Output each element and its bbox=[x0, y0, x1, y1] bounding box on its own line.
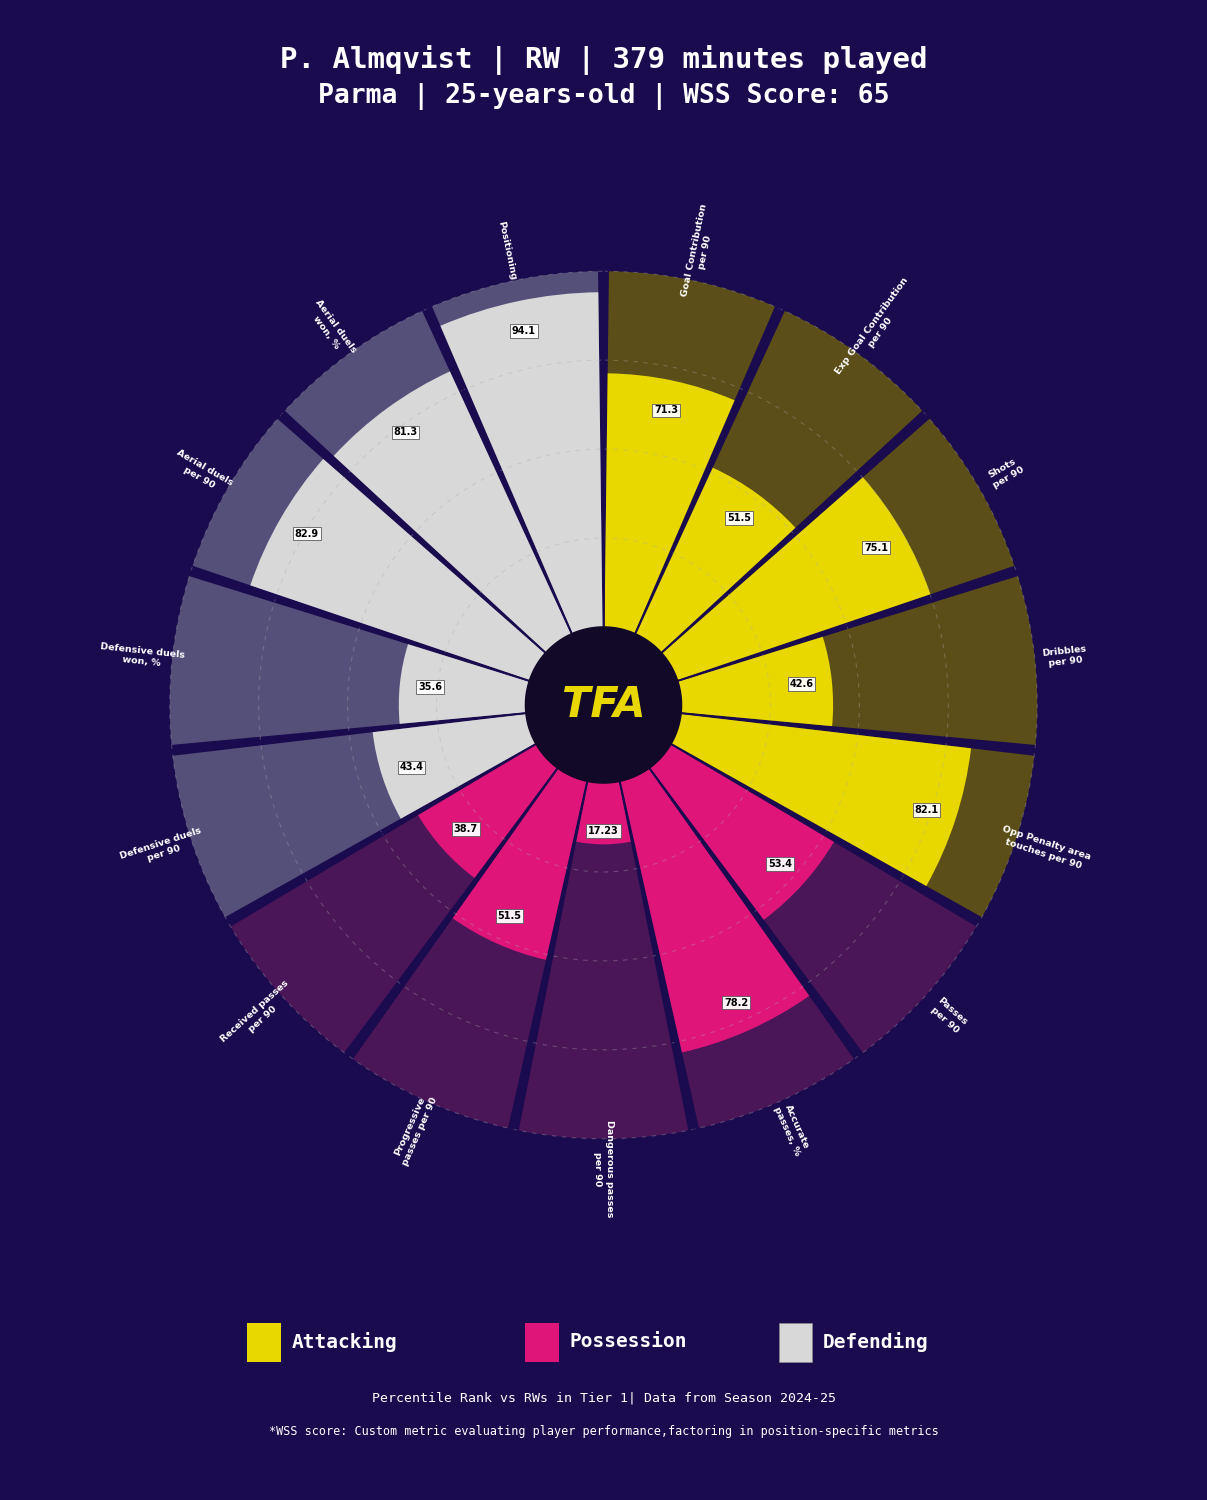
Bar bbox=[398, 644, 529, 724]
Bar bbox=[333, 372, 571, 652]
Bar bbox=[250, 459, 544, 680]
Text: 42.6: 42.6 bbox=[789, 680, 814, 688]
Text: Parma | 25-years-old | WSS Score: 65: Parma | 25-years-old | WSS Score: 65 bbox=[317, 82, 890, 110]
Text: *WSS score: Custom metric evaluating player performance,factoring in position-sp: *WSS score: Custom metric evaluating pla… bbox=[269, 1425, 938, 1438]
Text: Aerial duels
won, %: Aerial duels won, % bbox=[304, 298, 357, 362]
Text: 35.6: 35.6 bbox=[418, 682, 442, 692]
Text: 51.5: 51.5 bbox=[497, 910, 521, 921]
Text: Exp Goal Contribution
per 90: Exp Goal Contribution per 90 bbox=[834, 276, 919, 382]
Bar bbox=[620, 768, 809, 1053]
Bar bbox=[636, 468, 795, 652]
Bar bbox=[576, 782, 631, 844]
Bar bbox=[173, 714, 536, 916]
Bar bbox=[231, 746, 556, 1053]
Bar bbox=[651, 746, 834, 920]
Text: 78.2: 78.2 bbox=[724, 998, 748, 1008]
Bar bbox=[671, 714, 972, 886]
Bar bbox=[620, 768, 855, 1128]
Bar bbox=[605, 272, 775, 633]
Bar bbox=[193, 419, 544, 680]
Text: Possession: Possession bbox=[570, 1332, 687, 1352]
Text: Defending: Defending bbox=[823, 1332, 929, 1352]
Bar bbox=[651, 746, 976, 1053]
Text: Opp Penalty area
touches per 90: Opp Penalty area touches per 90 bbox=[998, 825, 1092, 873]
Text: 38.7: 38.7 bbox=[454, 824, 478, 834]
Text: Received passes
per 90: Received passes per 90 bbox=[220, 978, 298, 1053]
Text: 53.4: 53.4 bbox=[768, 859, 792, 868]
Text: 17.23: 17.23 bbox=[588, 827, 619, 836]
Polygon shape bbox=[525, 627, 682, 783]
Text: Dangerous passes
per 90: Dangerous passes per 90 bbox=[594, 1120, 613, 1218]
Text: Accurate
passes, %: Accurate passes, % bbox=[772, 1101, 812, 1156]
Text: 81.3: 81.3 bbox=[393, 427, 418, 438]
Bar bbox=[432, 272, 602, 633]
Text: Aerial duels
per 90: Aerial duels per 90 bbox=[169, 448, 234, 498]
Bar bbox=[373, 714, 536, 819]
Text: 82.9: 82.9 bbox=[295, 528, 319, 538]
Bar bbox=[678, 576, 1037, 746]
Text: 94.1: 94.1 bbox=[512, 326, 536, 336]
Text: 71.3: 71.3 bbox=[654, 405, 678, 416]
Bar bbox=[352, 768, 587, 1128]
Text: Passes
per 90: Passes per 90 bbox=[928, 996, 969, 1035]
Text: Dribbles
per 90: Dribbles per 90 bbox=[1042, 644, 1089, 669]
Text: Shots
per 90: Shots per 90 bbox=[986, 456, 1025, 490]
Bar bbox=[636, 310, 922, 652]
Text: TFA: TFA bbox=[561, 684, 646, 726]
Text: 43.4: 43.4 bbox=[400, 762, 424, 772]
Bar bbox=[418, 746, 556, 878]
Bar bbox=[453, 768, 587, 960]
Text: Attacking: Attacking bbox=[292, 1332, 398, 1352]
Text: Goal Contribution
per 90: Goal Contribution per 90 bbox=[681, 202, 719, 300]
Text: Percentile Rank vs RWs in Tier 1| Data from Season 2024-25: Percentile Rank vs RWs in Tier 1| Data f… bbox=[372, 1392, 835, 1406]
Bar bbox=[663, 477, 931, 680]
Bar bbox=[285, 310, 571, 652]
Polygon shape bbox=[595, 696, 612, 714]
Bar bbox=[605, 374, 735, 633]
Bar bbox=[671, 714, 1034, 916]
Text: 75.1: 75.1 bbox=[864, 543, 888, 552]
Bar bbox=[519, 782, 688, 1138]
Text: P. Almqvist | RW | 379 minutes played: P. Almqvist | RW | 379 minutes played bbox=[280, 45, 927, 75]
Text: 51.5: 51.5 bbox=[727, 513, 751, 523]
Text: 82.1: 82.1 bbox=[915, 806, 939, 814]
Text: Positioning: Positioning bbox=[496, 220, 518, 282]
Bar bbox=[441, 292, 602, 633]
Bar bbox=[663, 419, 1014, 680]
Text: Defensive duels
per 90: Defensive duels per 90 bbox=[118, 825, 205, 872]
Bar bbox=[170, 576, 529, 746]
Text: Defensive duels
won, %: Defensive duels won, % bbox=[99, 642, 185, 670]
Bar bbox=[678, 638, 833, 726]
Text: Progressive
passes per 90: Progressive passes per 90 bbox=[391, 1090, 439, 1167]
